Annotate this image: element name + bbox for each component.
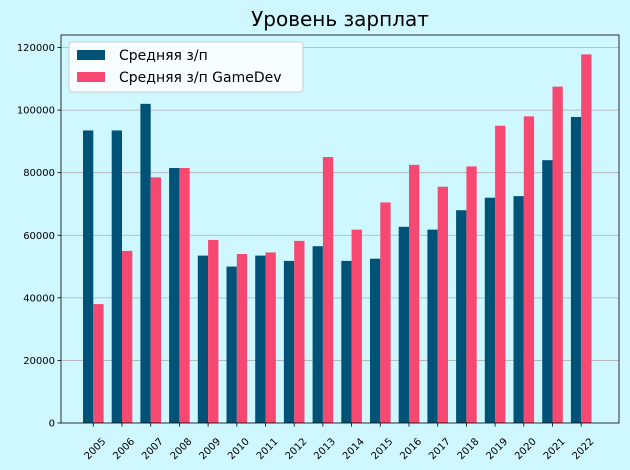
bar-gamedev-2013 (322, 157, 334, 423)
bar-avg-2008 (169, 167, 180, 423)
bar-avg-2009 (197, 255, 209, 423)
bar-gamedev-2007 (150, 177, 161, 423)
bar-avg-2019 (484, 197, 496, 423)
bar-avg-2005 (83, 130, 94, 423)
legend: Средняя з/п Средняя з/п GameDev (68, 41, 304, 93)
chart-title: Уровень зарплат (251, 7, 429, 31)
legend-label: Средняя з/п (119, 48, 208, 64)
bar-gamedev-2011 (265, 252, 276, 423)
y-tick-label: 20000 (23, 356, 55, 367)
bar-gamedev-2006 (122, 250, 133, 423)
bar-avg-2010 (226, 266, 237, 423)
bar-avg-2011 (255, 255, 266, 423)
bar-gamedev-2022 (581, 54, 592, 424)
bar-gamedev-2014 (351, 229, 362, 423)
bar-gamedev-2016 (409, 164, 420, 423)
bar-gamedev-2012 (294, 240, 305, 423)
y-tick-label: 0 (49, 419, 55, 430)
bar-avg-2007 (140, 103, 151, 423)
bar-avg-2006 (111, 130, 122, 423)
bar-gamedev-2019 (495, 125, 506, 423)
legend-swatch (77, 50, 105, 60)
legend-swatch (77, 72, 105, 82)
bar-avg-2022 (570, 116, 582, 423)
y-tick-label: 60000 (23, 231, 55, 242)
bar-avg-2018 (456, 210, 467, 423)
bars (83, 54, 592, 424)
y-tick-label: 80000 (23, 168, 55, 179)
legend-box (68, 41, 304, 93)
bar-avg-2021 (542, 160, 553, 423)
bar-avg-2020 (513, 196, 524, 423)
bar-avg-2015 (370, 258, 381, 423)
bar-gamedev-2020 (523, 116, 535, 424)
bar-gamedev-2009 (208, 239, 219, 423)
bar-avg-2012 (283, 260, 295, 423)
bar-avg-2016 (398, 226, 409, 423)
bar-gamedev-2021 (552, 86, 563, 424)
axes-frame (60, 34, 620, 424)
bar-gamedev-2015 (380, 202, 391, 423)
bar-gamedev-2017 (437, 186, 448, 423)
bar-gamedev-2010 (236, 254, 248, 423)
bar-avg-2014 (341, 260, 352, 423)
y-tick-label: 40000 (23, 293, 55, 304)
bar-gamedev-2008 (179, 167, 190, 423)
bar-avg-2013 (312, 246, 323, 423)
bar-avg-2017 (427, 229, 438, 423)
legend-label: Средняя з/п GameDev (119, 70, 282, 86)
bar-gamedev-2018 (466, 166, 477, 423)
bar-gamedev-2005 (93, 304, 104, 423)
y-tick-label: 120000 (17, 43, 55, 54)
y-tick-label: 100000 (17, 106, 55, 117)
